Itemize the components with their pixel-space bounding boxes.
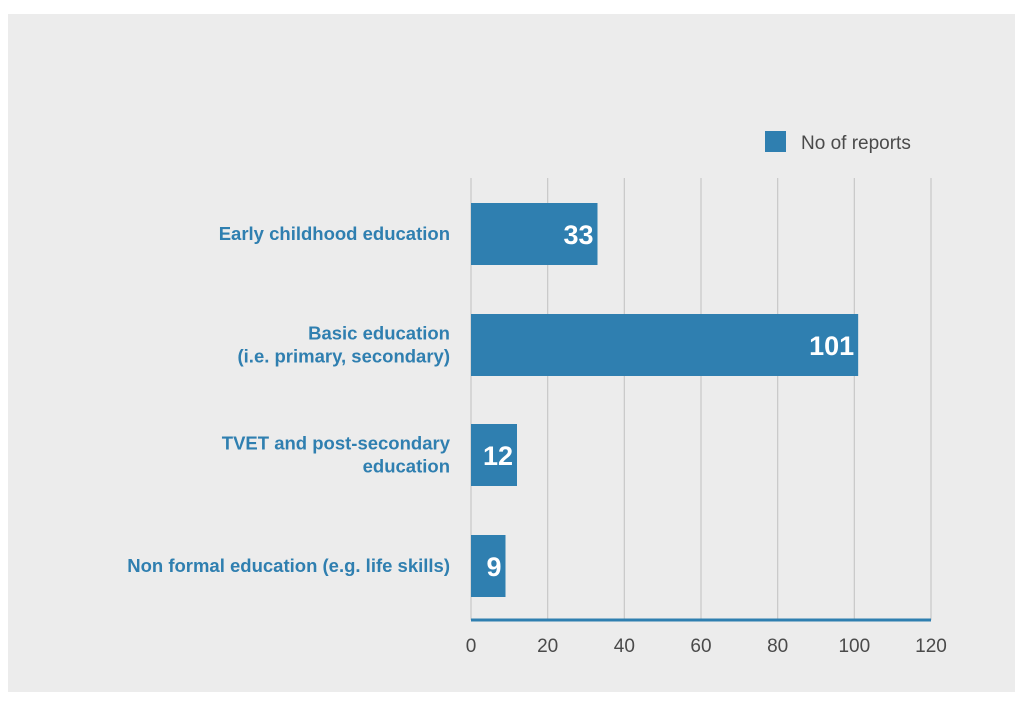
bars: 33 101 12 9 [471,203,859,597]
category-labels: Early childhood education Basic education… [127,223,450,576]
legend-swatch [765,131,786,152]
bar [471,535,506,597]
x-tick-label: 100 [838,636,870,657]
legend-label: No of reports [801,133,911,154]
legend: No of reports [765,131,911,154]
category-label: Basic education (i.e. primary, secondary) [238,323,451,367]
bar [471,314,859,376]
bar-value-label: 12 [483,441,513,471]
x-tick-label: 20 [537,636,558,657]
bar-value-label: 101 [809,331,854,361]
x-tick-label: 80 [767,636,788,657]
x-axis: 0 20 40 60 80 100 120 [466,618,947,657]
category-label: TVET and post-secondary education [222,433,451,477]
x-tick-label: 40 [614,636,635,657]
x-tick-label: 60 [690,636,711,657]
bar-value-label: 9 [486,552,501,582]
bar [471,203,598,265]
bar [471,424,517,486]
x-tick-label: 0 [466,636,477,657]
bar-value-label: 33 [563,220,593,250]
category-label: Non formal education (e.g. life skills) [127,555,450,576]
x-tick-label: 120 [915,636,947,657]
category-label: Early childhood education [219,223,450,244]
